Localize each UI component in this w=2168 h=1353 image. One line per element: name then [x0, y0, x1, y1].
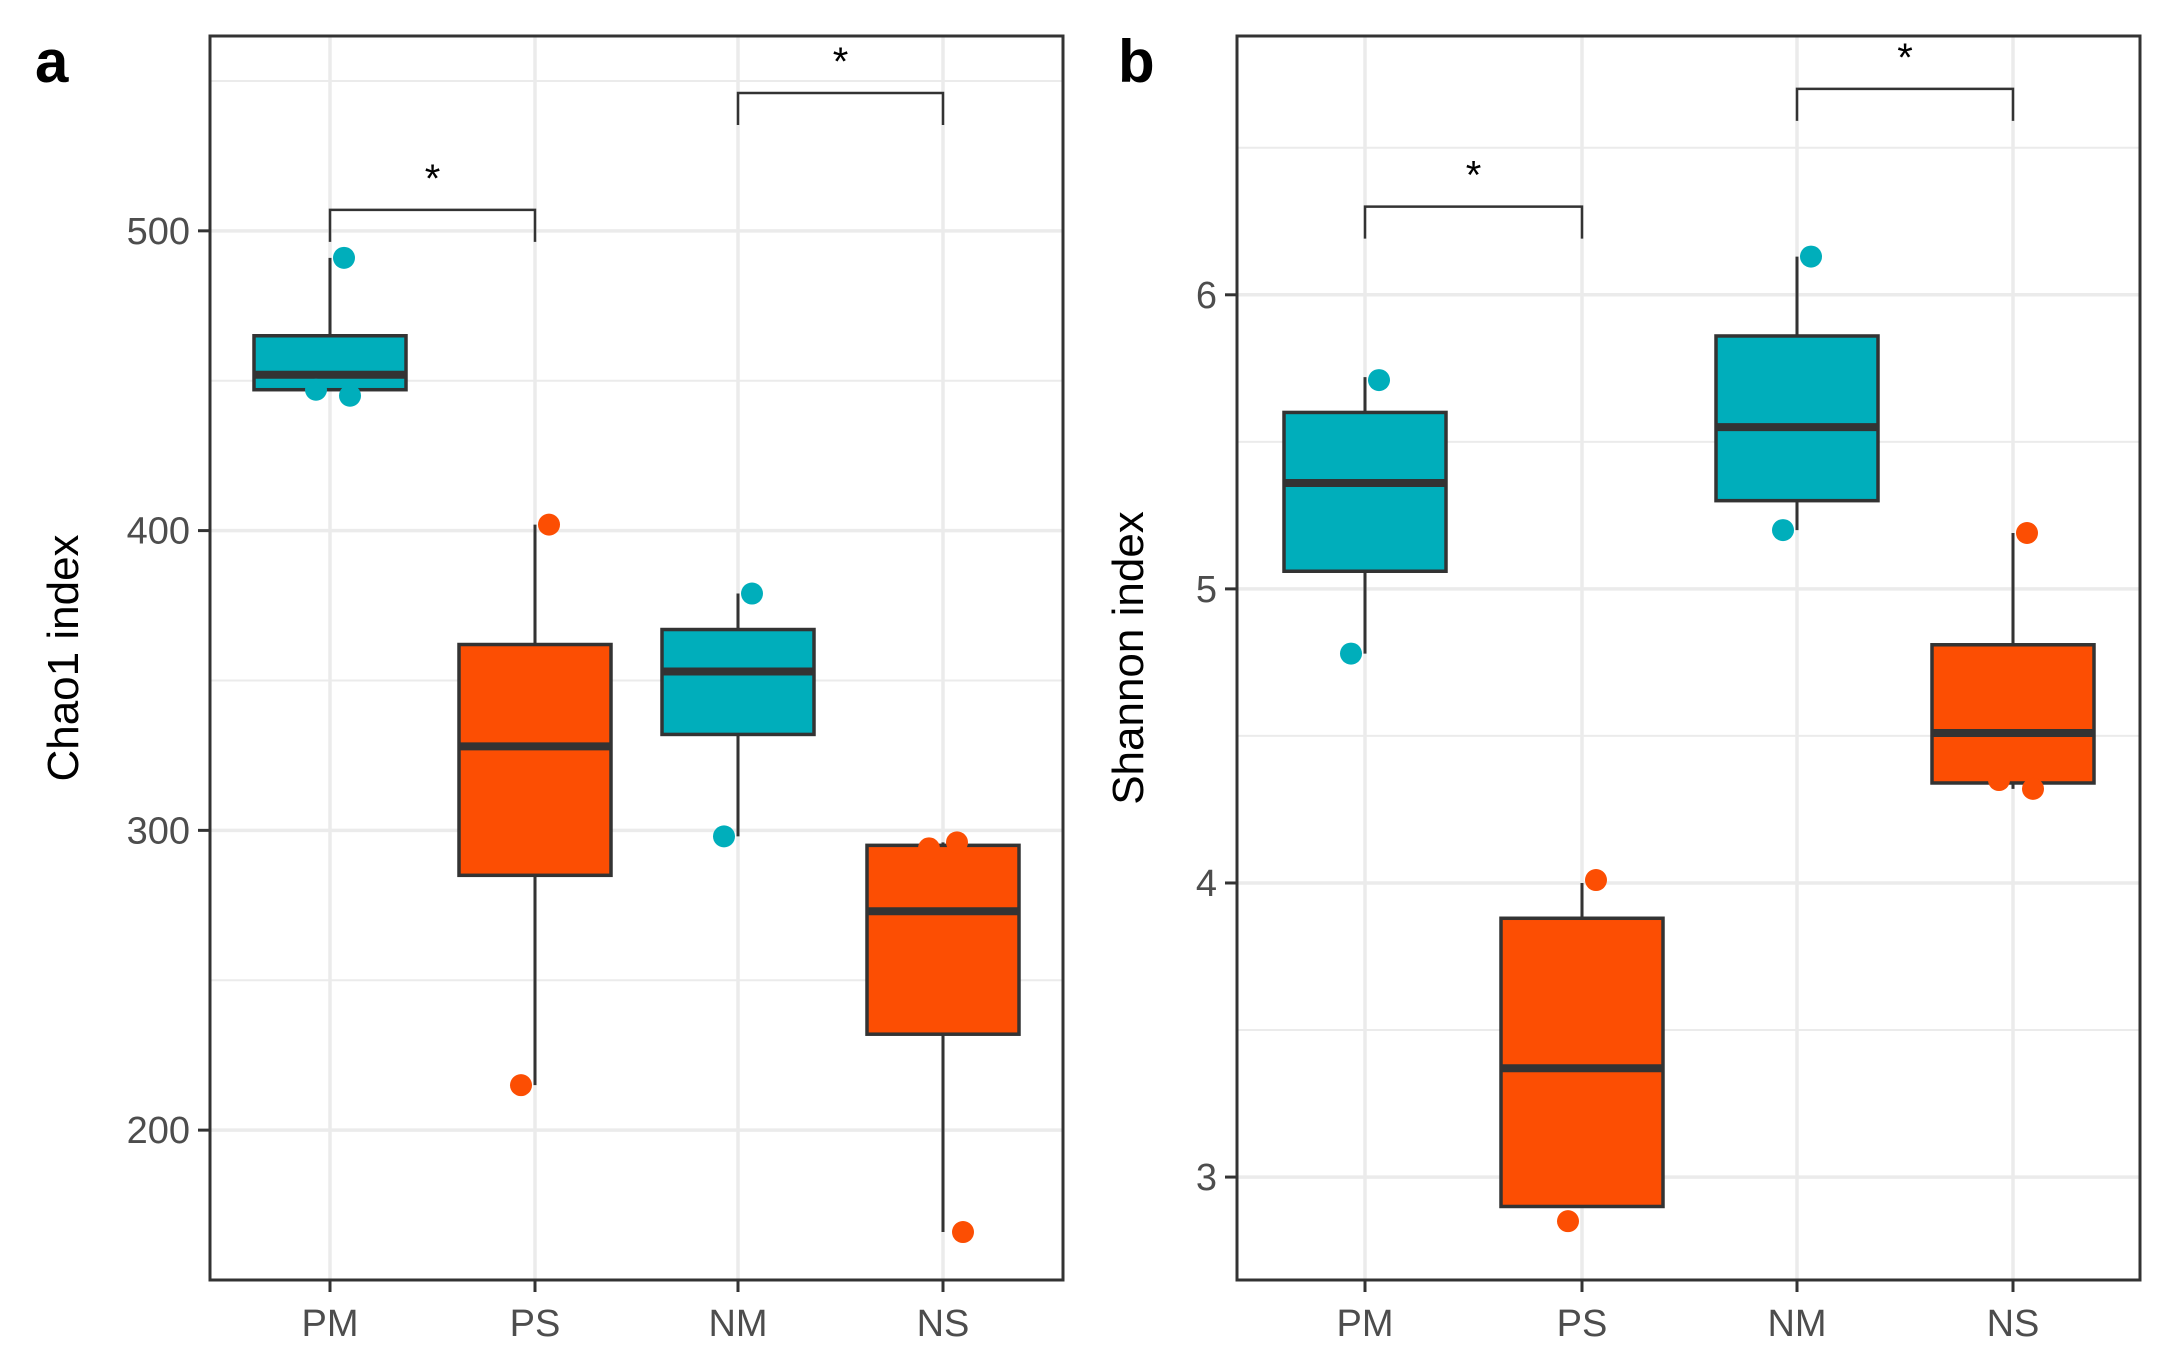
x-tick-label: PM	[302, 1303, 359, 1345]
data-point	[333, 246, 355, 269]
box-NS	[865, 831, 1021, 1244]
y-axis-title: Shannon index	[1104, 511, 1153, 805]
y-tick-label: 500	[127, 211, 190, 253]
panel-label: b	[1118, 28, 1155, 95]
y-axis-title: Chao1 index	[39, 534, 88, 781]
data-point	[305, 378, 327, 401]
data-point	[918, 837, 940, 860]
y-tick-label: 300	[127, 810, 190, 852]
box-PM	[1282, 369, 1448, 665]
box-iqr	[1499, 916, 1665, 1209]
data-point	[741, 582, 763, 605]
significance-label: *	[1466, 154, 1482, 198]
box-iqr	[865, 843, 1021, 1036]
significance-bracket	[328, 208, 537, 242]
x-tick-label: PM	[1337, 1303, 1394, 1345]
data-point	[1340, 642, 1362, 665]
y-tick-label: 400	[127, 511, 190, 553]
panel-a: * * 200 300 400 500 PM PS NM NS Chao1 index a	[35, 28, 1065, 1345]
box-iqr	[1930, 643, 2096, 785]
x-tick-label: NM	[708, 1303, 767, 1345]
data-point	[946, 831, 968, 854]
data-point	[1585, 869, 1607, 892]
box-iqr	[1714, 334, 1880, 503]
data-point	[2022, 777, 2044, 800]
data-point	[1368, 369, 1390, 392]
panel-border	[1235, 34, 2142, 1282]
significance-bracket	[736, 91, 945, 125]
data-point	[713, 825, 735, 848]
box-iqr	[660, 627, 816, 737]
box-iqr	[252, 334, 408, 392]
y-tick-label: 3	[1196, 1157, 1217, 1199]
data-point	[510, 1074, 532, 1097]
significance-bracket	[1363, 205, 1584, 239]
data-point	[1772, 519, 1794, 542]
x-tick-label: NM	[1767, 1303, 1826, 1345]
panel-b: * * 3 4 5 6 PM PS NM NS Shannon index b	[1104, 28, 2142, 1345]
data-point	[538, 513, 560, 536]
box-NM	[1714, 245, 1880, 542]
box-iqr	[1282, 410, 1448, 573]
y-tick-label: 6	[1196, 275, 1217, 317]
data-point	[2016, 522, 2038, 545]
data-point	[339, 384, 361, 407]
panel-label: a	[35, 28, 69, 95]
box-PS	[1499, 869, 1665, 1233]
box-NM	[660, 582, 816, 848]
y-tick-label: 4	[1196, 863, 1217, 905]
data-point	[1557, 1210, 1579, 1233]
box-iqr	[457, 642, 613, 878]
plot-background	[210, 36, 1063, 1280]
box-PS	[457, 513, 613, 1097]
x-tick-label: NS	[917, 1303, 970, 1345]
y-tick-label: 200	[127, 1110, 190, 1152]
y-tick-label: 5	[1196, 569, 1217, 611]
x-tick-label: PS	[1557, 1303, 1608, 1345]
data-point	[952, 1221, 974, 1244]
significance-label: *	[1897, 36, 1913, 80]
data-point	[1800, 245, 1822, 268]
data-point	[1988, 769, 2010, 792]
significance-label: *	[833, 40, 849, 84]
panel-border	[208, 34, 1065, 1282]
x-tick-label: NS	[1987, 1303, 2040, 1345]
x-tick-label: PS	[510, 1303, 561, 1345]
significance-label: *	[425, 157, 441, 201]
significance-bracket	[1795, 87, 2015, 121]
box-NS	[1930, 522, 2096, 800]
box-PM	[252, 246, 408, 407]
